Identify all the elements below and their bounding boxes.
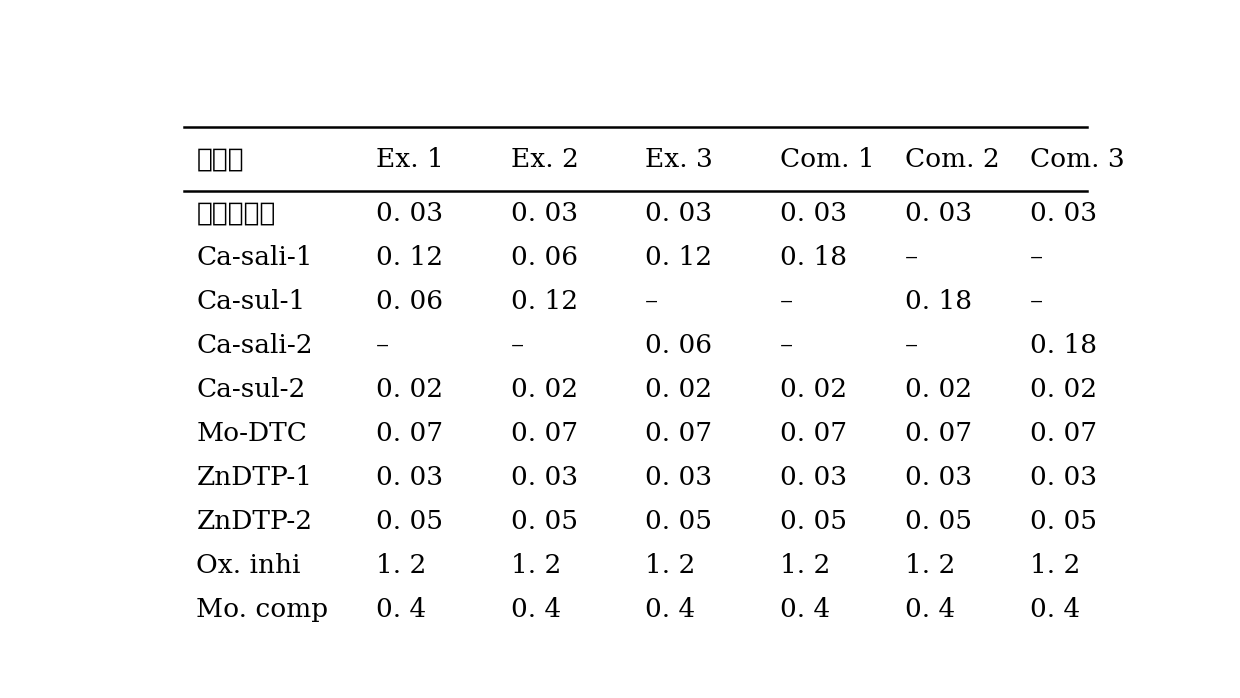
Text: 0. 12: 0. 12: [645, 245, 712, 270]
Text: 0. 03: 0. 03: [645, 201, 712, 225]
Text: 0. 05: 0. 05: [905, 510, 972, 534]
Text: 1. 2: 1. 2: [376, 554, 427, 579]
Text: 0. 03: 0. 03: [511, 201, 578, 225]
Text: Com. 1: Com. 1: [780, 147, 874, 172]
Text: 1. 2: 1. 2: [511, 554, 560, 579]
Text: Ex. 1: Ex. 1: [376, 147, 444, 172]
Text: –: –: [1029, 289, 1043, 314]
Text: 0. 4: 0. 4: [376, 597, 427, 623]
Text: 0. 03: 0. 03: [1029, 466, 1096, 490]
Text: 0. 03: 0. 03: [780, 201, 847, 225]
Text: 0. 03: 0. 03: [905, 466, 972, 490]
Text: 0. 4: 0. 4: [1029, 597, 1080, 623]
Text: 0. 03: 0. 03: [905, 201, 972, 225]
Text: 0. 03: 0. 03: [376, 201, 443, 225]
Text: Com. 2: Com. 2: [905, 147, 999, 172]
Text: 0. 4: 0. 4: [905, 597, 955, 623]
Text: 0. 4: 0. 4: [645, 597, 696, 623]
Text: –: –: [780, 289, 792, 314]
Text: 1. 2: 1. 2: [905, 554, 955, 579]
Text: –: –: [905, 245, 918, 270]
Text: 0. 05: 0. 05: [780, 510, 847, 534]
Text: 0. 05: 0. 05: [376, 510, 443, 534]
Text: Ca-sali-1: Ca-sali-1: [196, 245, 312, 270]
Text: 0. 03: 0. 03: [645, 466, 712, 490]
Text: Ca-sali-2: Ca-sali-2: [196, 333, 312, 358]
Text: 0. 05: 0. 05: [645, 510, 712, 534]
Text: Mo-DTC: Mo-DTC: [196, 421, 308, 446]
Text: 0. 4: 0. 4: [511, 597, 560, 623]
Text: 0. 06: 0. 06: [645, 333, 712, 358]
Text: 0. 07: 0. 07: [645, 421, 712, 446]
Text: 0. 12: 0. 12: [376, 245, 443, 270]
Text: 0. 4: 0. 4: [780, 597, 830, 623]
Text: 0. 07: 0. 07: [905, 421, 972, 446]
Text: 无灰分散剂: 无灰分散剂: [196, 201, 275, 225]
Text: 0. 02: 0. 02: [511, 377, 578, 402]
Text: ZnDTP-2: ZnDTP-2: [196, 510, 312, 534]
Text: 1. 2: 1. 2: [780, 554, 830, 579]
Text: –: –: [376, 333, 389, 358]
Text: 0. 02: 0. 02: [376, 377, 443, 402]
Text: 0. 18: 0. 18: [1029, 333, 1096, 358]
Text: Com. 3: Com. 3: [1029, 147, 1125, 172]
Text: 0. 02: 0. 02: [905, 377, 972, 402]
Text: 0. 07: 0. 07: [376, 421, 443, 446]
Text: 0. 03: 0. 03: [511, 466, 578, 490]
Text: Ex. 3: Ex. 3: [645, 147, 713, 172]
Text: Ca-sul-2: Ca-sul-2: [196, 377, 306, 402]
Text: 0. 18: 0. 18: [780, 245, 847, 270]
Text: 1. 2: 1. 2: [645, 554, 696, 579]
Text: Mo. comp: Mo. comp: [196, 597, 329, 623]
Text: Ca-sul-1: Ca-sul-1: [196, 289, 305, 314]
Text: 0. 07: 0. 07: [780, 421, 847, 446]
Text: 0. 03: 0. 03: [780, 466, 847, 490]
Text: 0. 02: 0. 02: [645, 377, 712, 402]
Text: 0. 18: 0. 18: [905, 289, 972, 314]
Text: 0. 05: 0. 05: [511, 510, 578, 534]
Text: 0. 07: 0. 07: [511, 421, 578, 446]
Text: –: –: [780, 333, 792, 358]
Text: 0. 06: 0. 06: [511, 245, 578, 270]
Text: 添加剂: 添加剂: [196, 147, 244, 172]
Text: 0. 02: 0. 02: [780, 377, 847, 402]
Text: Ox. inhi: Ox. inhi: [196, 554, 301, 579]
Text: 0. 03: 0. 03: [376, 466, 443, 490]
Text: 0. 02: 0. 02: [1029, 377, 1096, 402]
Text: 0. 06: 0. 06: [376, 289, 443, 314]
Text: –: –: [645, 289, 658, 314]
Text: 0. 05: 0. 05: [1029, 510, 1096, 534]
Text: ZnDTP-1: ZnDTP-1: [196, 466, 312, 490]
Text: 1. 2: 1. 2: [1029, 554, 1080, 579]
Text: 0. 07: 0. 07: [1029, 421, 1096, 446]
Text: 0. 12: 0. 12: [511, 289, 578, 314]
Text: –: –: [511, 333, 523, 358]
Text: Ex. 2: Ex. 2: [511, 147, 578, 172]
Text: 0. 03: 0. 03: [1029, 201, 1096, 225]
Text: –: –: [905, 333, 918, 358]
Text: –: –: [1029, 245, 1043, 270]
